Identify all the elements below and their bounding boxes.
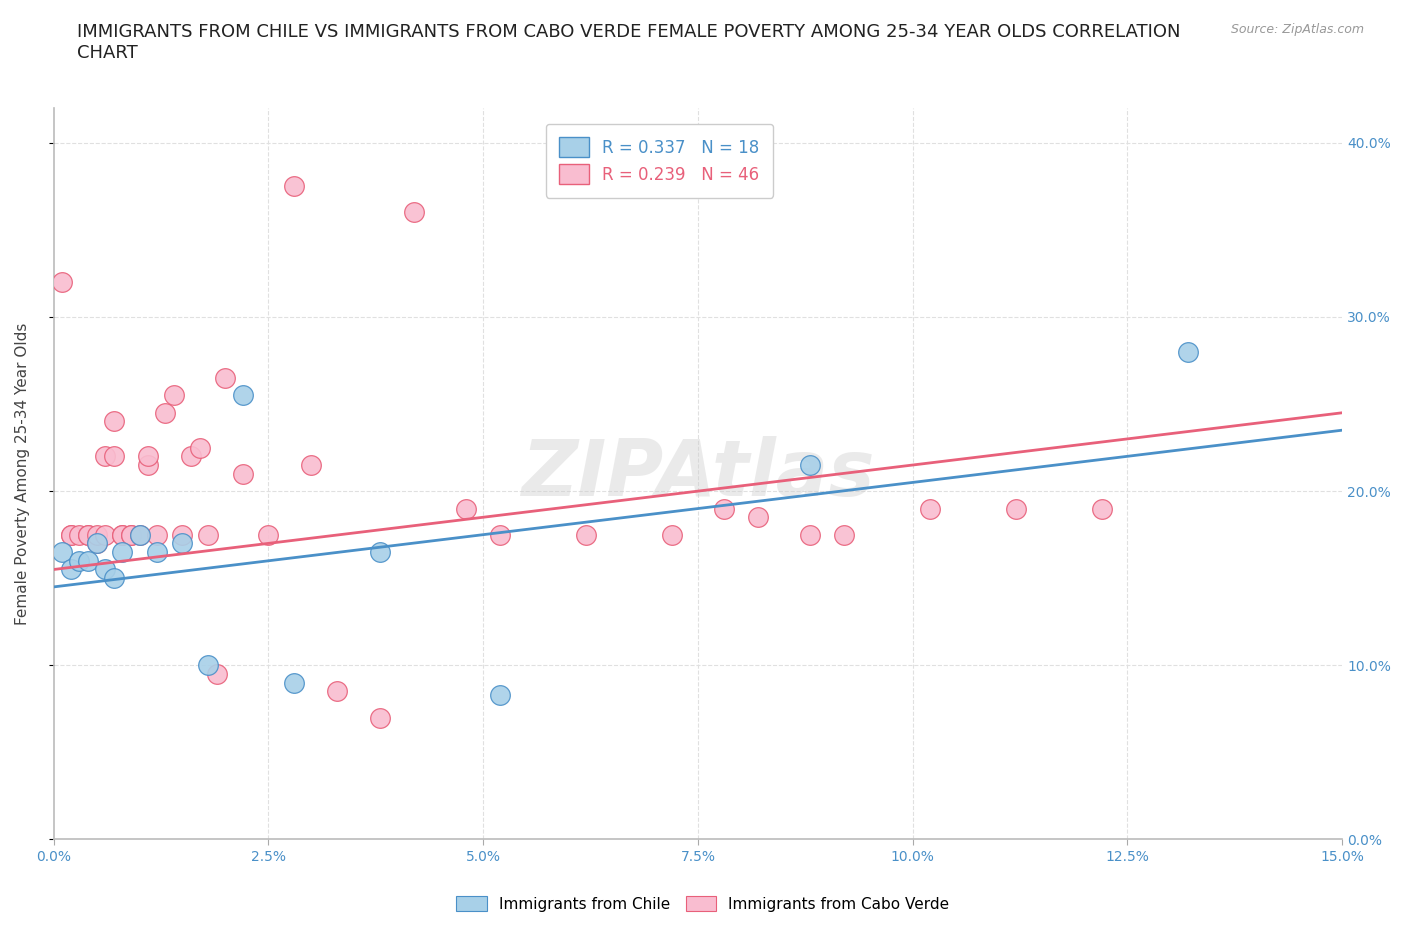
Point	[111, 527, 134, 542]
Point	[489, 687, 512, 702]
Point	[120, 527, 142, 542]
Point	[197, 658, 219, 672]
Point	[103, 449, 125, 464]
Point	[326, 684, 349, 698]
Point	[489, 527, 512, 542]
Point	[575, 527, 598, 542]
Point	[799, 527, 821, 542]
Point	[51, 545, 73, 560]
Point	[713, 501, 735, 516]
Point	[145, 545, 167, 560]
Point	[1004, 501, 1026, 516]
Point	[77, 527, 100, 542]
Point	[77, 553, 100, 568]
Point	[832, 527, 855, 542]
Point	[299, 458, 322, 472]
Point	[205, 667, 228, 682]
Point	[136, 458, 159, 472]
Point	[155, 405, 177, 420]
Point	[136, 449, 159, 464]
Point	[404, 205, 426, 219]
Point	[59, 562, 82, 577]
Point	[180, 449, 202, 464]
Point	[86, 536, 108, 551]
Point	[120, 527, 142, 542]
Point	[283, 179, 305, 193]
Point	[94, 449, 117, 464]
Point	[59, 527, 82, 542]
Point	[128, 527, 150, 542]
Point	[172, 536, 194, 551]
Y-axis label: Female Poverty Among 25-34 Year Olds: Female Poverty Among 25-34 Year Olds	[15, 323, 30, 625]
Point	[94, 562, 117, 577]
Point	[1177, 344, 1199, 359]
Point	[67, 553, 90, 568]
Point	[368, 545, 391, 560]
Point	[94, 527, 117, 542]
Point	[747, 510, 769, 525]
Point	[86, 527, 108, 542]
Point	[163, 388, 186, 403]
Legend: Immigrants from Chile, Immigrants from Cabo Verde: Immigrants from Chile, Immigrants from C…	[450, 889, 956, 918]
Text: ZIPAtlas: ZIPAtlas	[522, 436, 875, 512]
Legend: R = 0.337   N = 18, R = 0.239   N = 46: R = 0.337 N = 18, R = 0.239 N = 46	[546, 124, 773, 198]
Point	[59, 527, 82, 542]
Point	[103, 571, 125, 586]
Point	[257, 527, 280, 542]
Point	[77, 527, 100, 542]
Point	[283, 675, 305, 690]
Point	[918, 501, 941, 516]
Point	[128, 527, 150, 542]
Point	[86, 536, 108, 551]
Text: IMMIGRANTS FROM CHILE VS IMMIGRANTS FROM CABO VERDE FEMALE POVERTY AMONG 25-34 Y: IMMIGRANTS FROM CHILE VS IMMIGRANTS FROM…	[77, 23, 1181, 62]
Point	[67, 527, 90, 542]
Point	[188, 440, 211, 455]
Point	[111, 527, 134, 542]
Point	[661, 527, 683, 542]
Point	[197, 527, 219, 542]
Point	[51, 274, 73, 289]
Point	[214, 370, 236, 385]
Point	[103, 414, 125, 429]
Point	[172, 527, 194, 542]
Point	[111, 545, 134, 560]
Text: Source: ZipAtlas.com: Source: ZipAtlas.com	[1230, 23, 1364, 36]
Point	[145, 527, 167, 542]
Point	[232, 388, 254, 403]
Point	[368, 711, 391, 725]
Point	[1091, 501, 1114, 516]
Point	[232, 466, 254, 481]
Point	[454, 501, 477, 516]
Point	[799, 458, 821, 472]
